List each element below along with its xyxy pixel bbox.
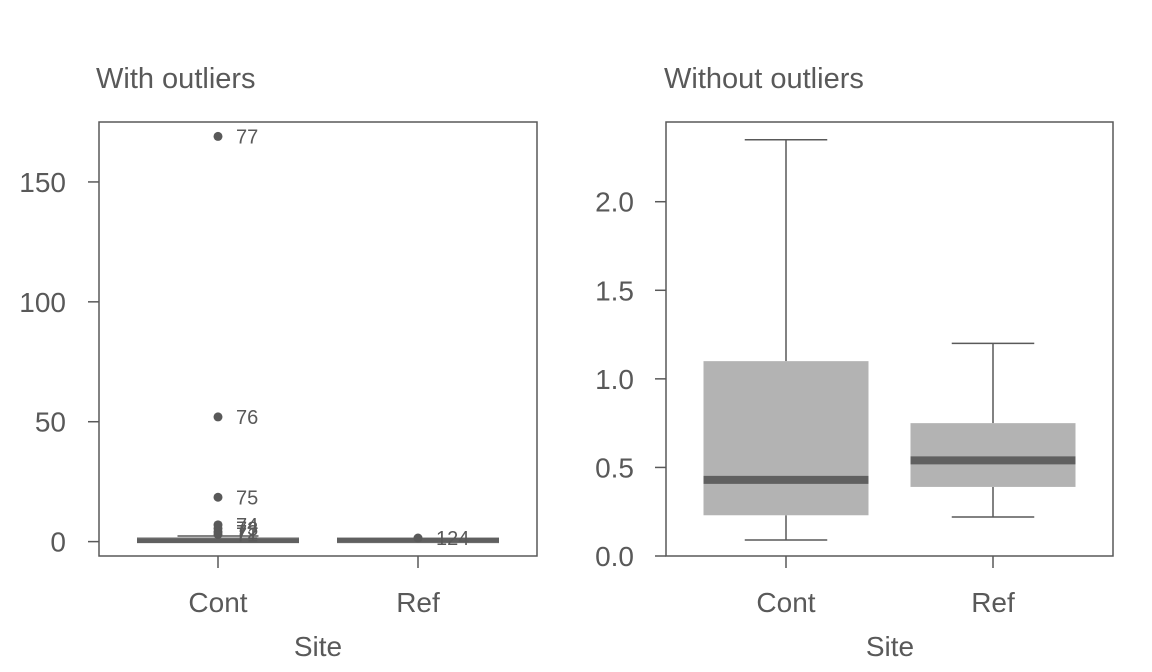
outlier-label: 73 <box>236 518 258 540</box>
outlier-point <box>213 492 223 502</box>
y-tick-label: 0.5 <box>595 452 634 483</box>
outlier-label: 72 <box>236 522 258 544</box>
outlier-label: 75 <box>236 487 258 509</box>
y-tick-label: 0 <box>50 527 66 558</box>
x-tick-label: Ref <box>971 587 1015 618</box>
y-tick-label: 2.0 <box>595 187 634 218</box>
outlier-point <box>213 412 223 422</box>
x-axis-label: Site <box>866 631 914 662</box>
outlier-point <box>213 529 223 539</box>
box-cont <box>703 361 869 516</box>
y-tick-label: 50 <box>35 407 66 438</box>
outlier-point <box>413 533 423 543</box>
panel-title: With outliers <box>96 63 256 95</box>
x-tick-label: Ref <box>396 587 440 618</box>
y-tick-label: 1.5 <box>595 275 634 306</box>
outlier-label: 76 <box>236 407 258 429</box>
x-tick-label: Cont <box>756 587 815 618</box>
panel-title: Without outliers <box>664 63 864 95</box>
outlier-point <box>213 131 223 141</box>
outlier-label: 74 <box>236 515 258 537</box>
y-tick-label: 100 <box>19 287 66 318</box>
box-ref <box>910 423 1076 487</box>
y-tick-label: 150 <box>19 167 66 198</box>
y-tick-label: 1.0 <box>595 364 634 395</box>
outlier-label: 124 <box>436 528 469 550</box>
outlier-label: 71 <box>236 524 258 546</box>
plot-frame <box>98 121 538 557</box>
plot-frame <box>665 121 1114 557</box>
x-tick-label: Cont <box>188 587 247 618</box>
panel-with-outliers: With outliers 0 50 100 150 Cont Ref 77 76 75 7473… <box>19 63 538 662</box>
y-tick-label: 0.0 <box>595 541 634 572</box>
x-axis-label: Site <box>294 631 342 662</box>
outlier-label: 77 <box>236 126 258 148</box>
